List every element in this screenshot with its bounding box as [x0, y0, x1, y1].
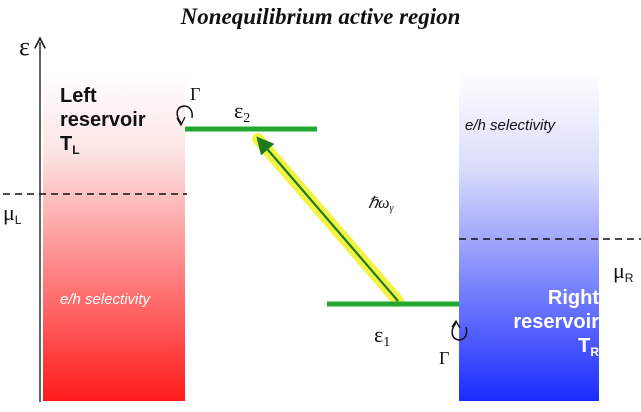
- right-chemical-potential-label: μR: [613, 258, 634, 285]
- photon-transition-arrow: [256, 136, 399, 302]
- right-reservoir: [459, 70, 599, 401]
- left-coupling-arrowhead: [176, 116, 186, 127]
- left-reservoir: [43, 70, 185, 401]
- right-coupling-label: Γ: [439, 348, 450, 368]
- right-reservoir-label: Right reservoir TR: [513, 287, 599, 359]
- right-coupling-arrowhead: [451, 319, 461, 329]
- left-coupling-label: Γ: [190, 84, 201, 104]
- diagram-title: Nonequilibrium active region: [180, 4, 461, 29]
- left-reservoir-label: Left reservoir TL: [60, 85, 146, 157]
- upper-level-label: ε2: [234, 98, 251, 126]
- right-coupling-arc: [451, 322, 468, 341]
- lower-level-label: ε1: [374, 322, 391, 350]
- photon-energy-label: ℏωγ: [368, 195, 394, 214]
- right-selectivity-label: e/h selectivity: [465, 117, 556, 134]
- left-coupling-arc: [176, 105, 193, 124]
- left-chemical-potential-label: μL: [3, 200, 22, 227]
- left-selectivity-label: e/h selectivity: [60, 291, 151, 308]
- energy-axis-label: ε: [19, 32, 30, 61]
